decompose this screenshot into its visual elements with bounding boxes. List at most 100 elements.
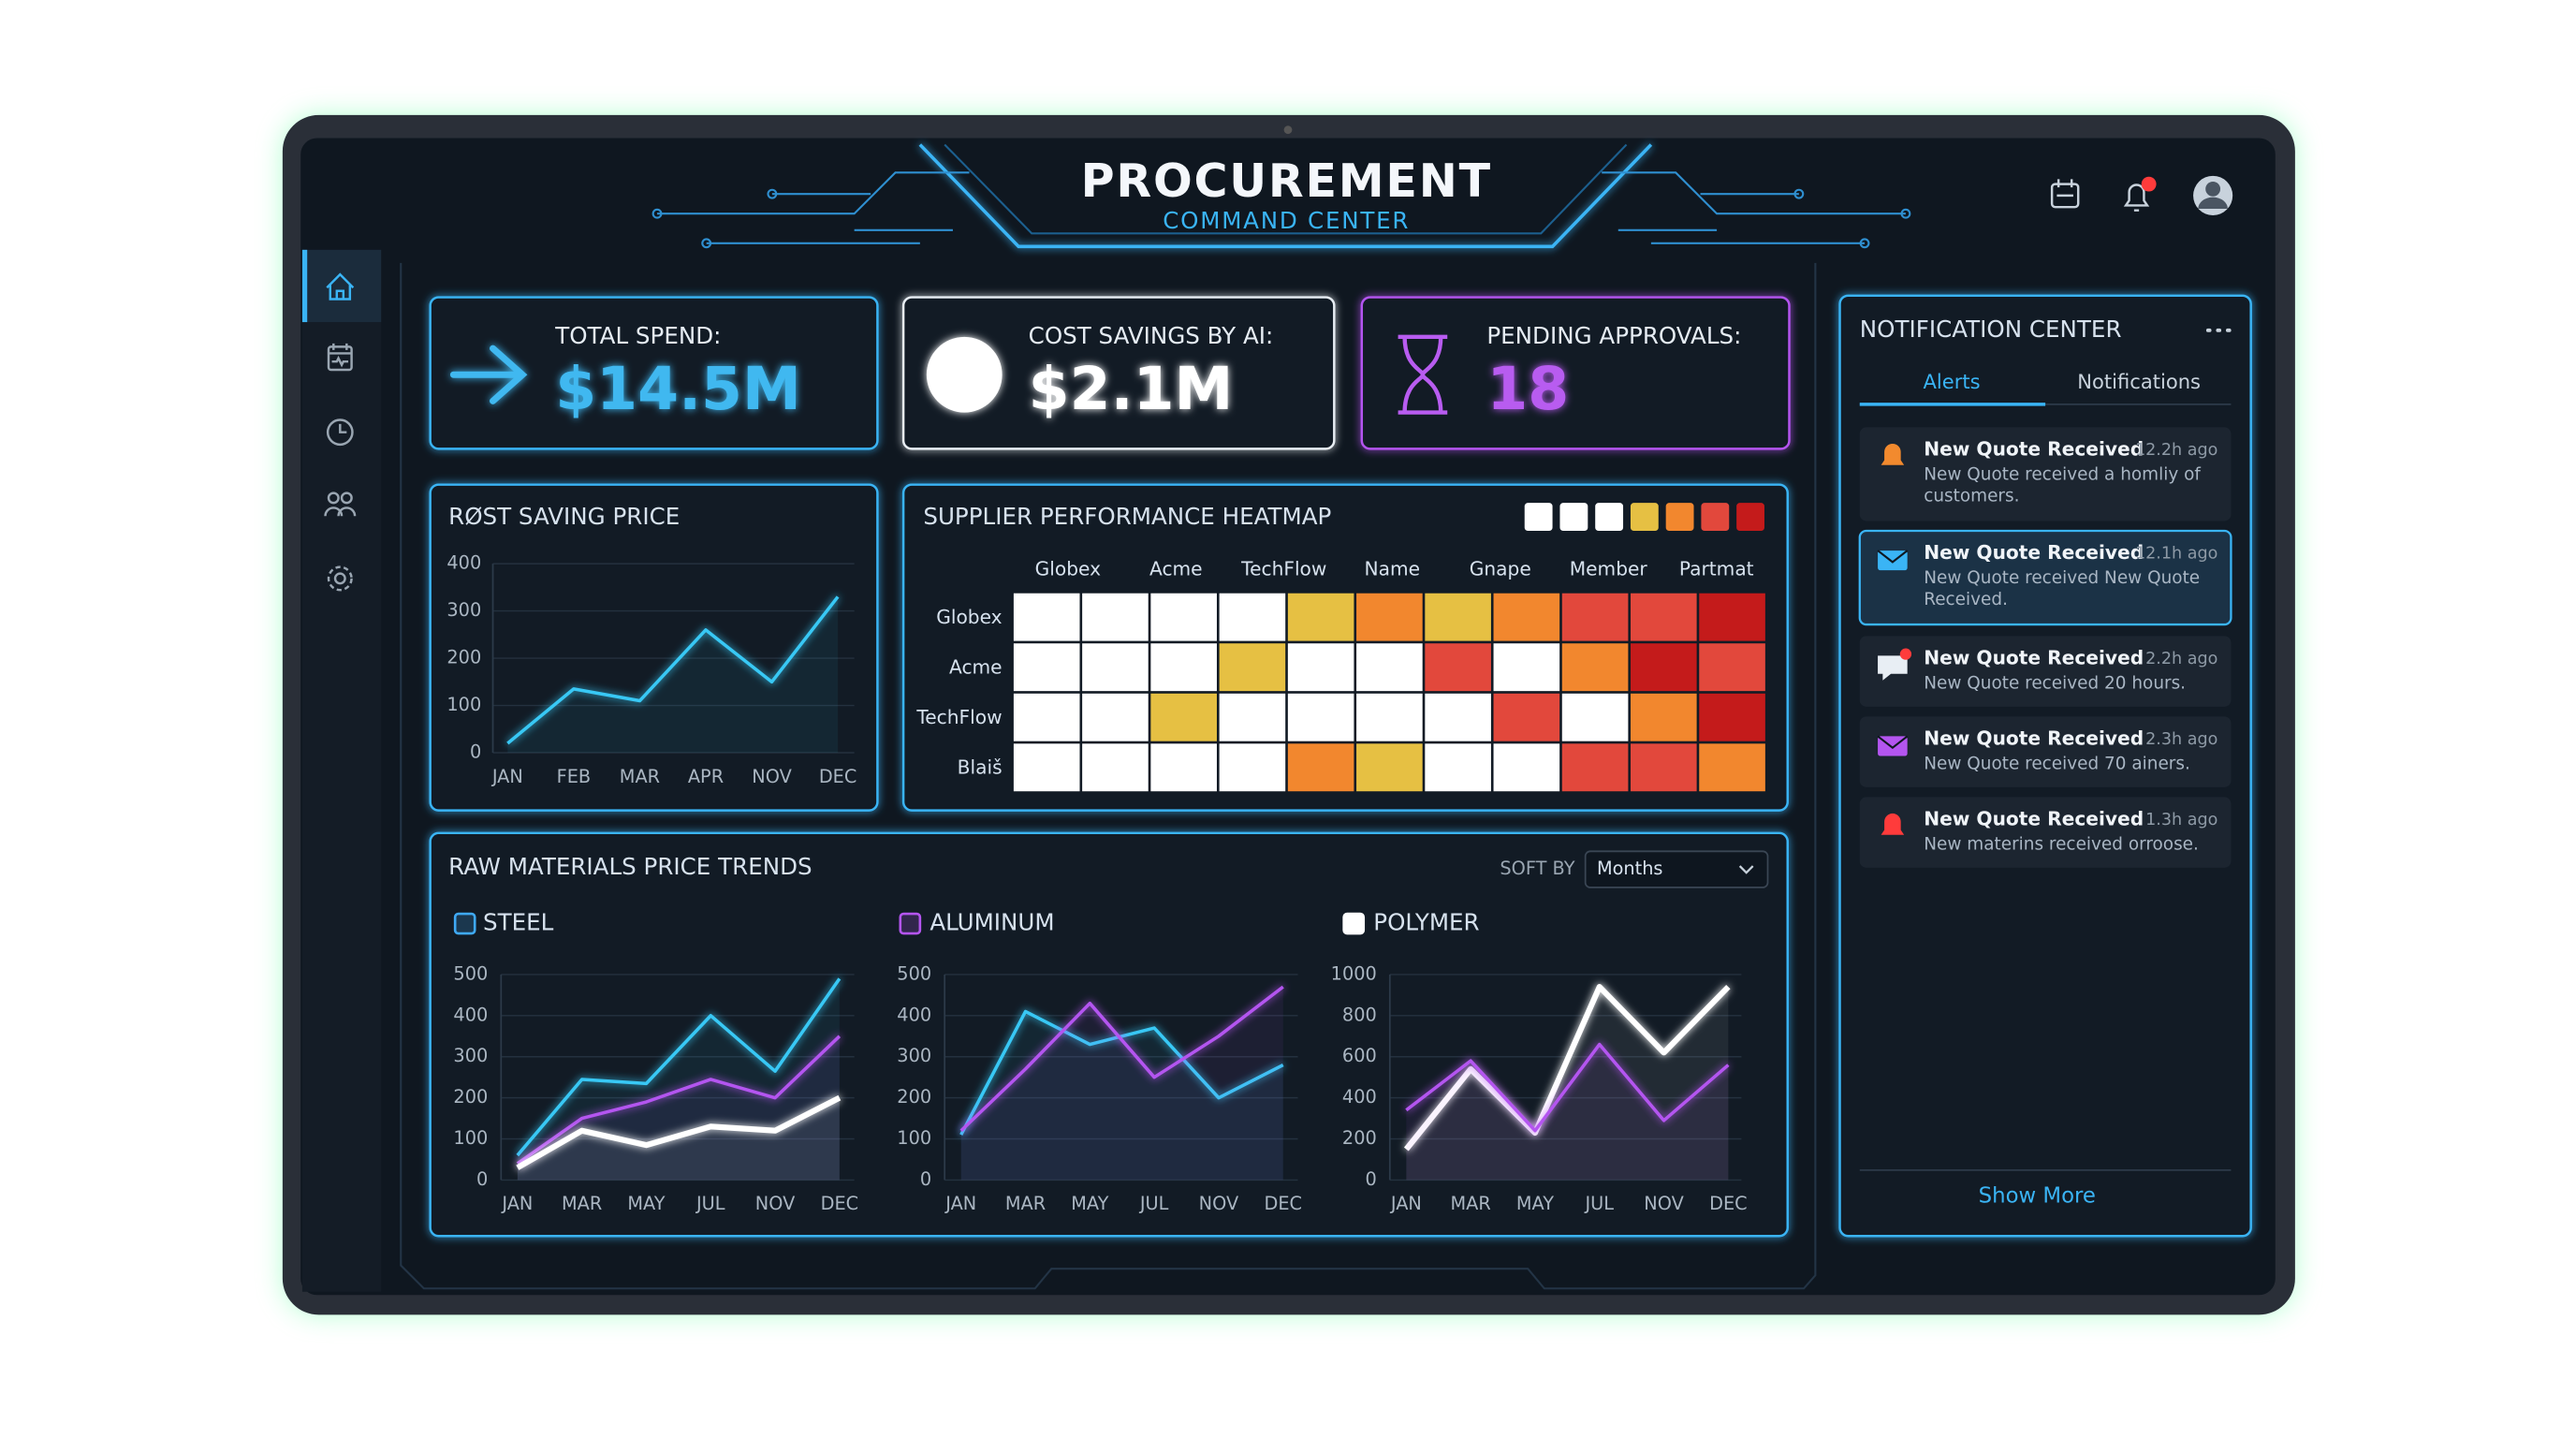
notification-item[interactable] (1859, 716, 2232, 787)
x-tick-label: MAR (1005, 1193, 1046, 1214)
notification-item[interactable] (1859, 427, 2232, 521)
y-tick-label: 200 (897, 1086, 931, 1108)
x-tick-label: JAN (1390, 1193, 1422, 1214)
y-tick-label: 400 (453, 1004, 488, 1025)
heatmap-cell (1631, 693, 1697, 741)
line (959, 985, 1284, 1133)
header-icons[interactable] (2050, 175, 2233, 215)
series-checkbox[interactable] (453, 912, 476, 935)
heatmap-cell (1150, 593, 1217, 641)
arrow-icon (449, 345, 528, 404)
ai-icon (926, 336, 1003, 413)
heatmap-cell (1425, 693, 1491, 741)
tab[interactable]: Notifications (2077, 370, 2201, 393)
users-icon[interactable] (324, 492, 357, 517)
notification-time: 1.3h ago (2145, 811, 2217, 829)
y-tick-label: 300 (446, 599, 481, 621)
heatmap-cell (1287, 743, 1354, 792)
kpi-value: $14.5M (555, 354, 801, 423)
row-label: Globex (936, 606, 1002, 628)
heatmap-cell (1150, 693, 1217, 741)
series-checkbox[interactable] (1342, 912, 1366, 935)
x-tick-label: MAY (1516, 1193, 1554, 1214)
avatar-head (2205, 181, 2221, 197)
sort-dropdown[interactable] (1584, 850, 1769, 888)
heatmap-cell (1699, 743, 1765, 792)
show-more[interactable]: Show More (1979, 1183, 2096, 1208)
column-label: Globex (1035, 558, 1101, 580)
x-tick-label: MAR (1451, 1193, 1491, 1214)
column-label: Member (1570, 558, 1648, 580)
line (506, 595, 840, 745)
line-area (960, 987, 1283, 1181)
mail-flap (1877, 735, 1909, 750)
heatmap-cell (1219, 593, 1286, 641)
y-tick-label: 300 (453, 1045, 488, 1066)
x-tick-label: DEC (1709, 1193, 1748, 1214)
panel-title: NOTIFICATION CENTER (1860, 315, 2122, 343)
notification-item[interactable] (1859, 797, 2232, 868)
tab[interactable]: Alerts (1924, 370, 1981, 393)
x-tick-label: FEB (557, 766, 592, 787)
heatmap-cell (1493, 593, 1560, 641)
notification-item[interactable] (1859, 636, 2232, 707)
series-checkbox[interactable] (899, 912, 922, 935)
home-icon[interactable] (326, 272, 355, 301)
sort-value: Months (1597, 858, 1663, 879)
x-tick-label: MAY (627, 1193, 665, 1214)
y-tick-label: 200 (453, 1086, 488, 1108)
mail-flap (1877, 550, 1909, 564)
heatmap-cell (1013, 593, 1080, 641)
y-tick-label: 400 (446, 552, 481, 574)
notification-time: 12.1h ago (2135, 545, 2217, 564)
y-tick-label: 400 (1342, 1086, 1377, 1108)
x-tick-label: DEC (821, 1193, 859, 1214)
heatmap-cell (1425, 593, 1491, 641)
calendar-icon-lines (2056, 179, 2073, 198)
heatmap-cell (1699, 693, 1765, 741)
column-label: TechFlow (1240, 558, 1326, 580)
notification-body: New materins received orroose. (1924, 834, 2199, 855)
x-tick-label: MAR (620, 766, 660, 787)
row-label: TechFlow (915, 706, 1002, 728)
column-label: Acme (1149, 558, 1203, 580)
y-tick-label: 200 (1342, 1127, 1377, 1149)
heatmap-cell (1561, 693, 1629, 741)
chat-icon (1878, 655, 1908, 681)
legend-swatch (1701, 503, 1730, 532)
calendar-icon[interactable] (2050, 183, 2080, 209)
sidebar (301, 249, 382, 1292)
notification-title: New Quote Received (1924, 646, 2144, 668)
heatmap-cell (1013, 693, 1080, 741)
raw-materials-panel-fill (429, 831, 1789, 1238)
notification-title: New Quote Received (1924, 807, 2144, 829)
header-title: PROCUREMENT (1081, 154, 1492, 208)
line-area (517, 1035, 840, 1181)
notification-title: New Quote Received (1924, 726, 2144, 749)
bell-icon (1881, 443, 1905, 471)
bell-icon (1881, 813, 1905, 841)
notification-body-box: New Quote received 20 hours. (1924, 674, 2186, 694)
header-decor (651, 143, 1911, 249)
line (1403, 984, 1731, 1152)
x-tick-label: NOV (755, 1193, 796, 1214)
clock-icon[interactable] (326, 418, 354, 447)
notification-body: New Quote received 70 ainers. (1924, 754, 2190, 774)
column-label: Gnape (1470, 558, 1531, 580)
bell-icon[interactable] (2123, 183, 2150, 212)
x-tick-label: NOV (1199, 1193, 1239, 1214)
x-tick-label: JAN (491, 766, 523, 787)
y-tick-label: 500 (453, 962, 488, 984)
chat-badge (1899, 648, 1912, 660)
line (1405, 1042, 1730, 1133)
heatmap-cell (1356, 593, 1423, 641)
chart-title: POLYMER (1373, 909, 1479, 936)
heatmap-cell (1561, 593, 1629, 641)
calendar-nav-icon[interactable] (327, 343, 353, 372)
y-tick-label: 1000 (1331, 962, 1377, 984)
notification-body: New Quote received New Quote Received. (1924, 568, 2201, 610)
heatmap-cell (1631, 643, 1697, 692)
content-frame (400, 262, 1817, 1290)
legend-swatch (1524, 503, 1553, 532)
notification-item[interactable] (1858, 529, 2232, 626)
